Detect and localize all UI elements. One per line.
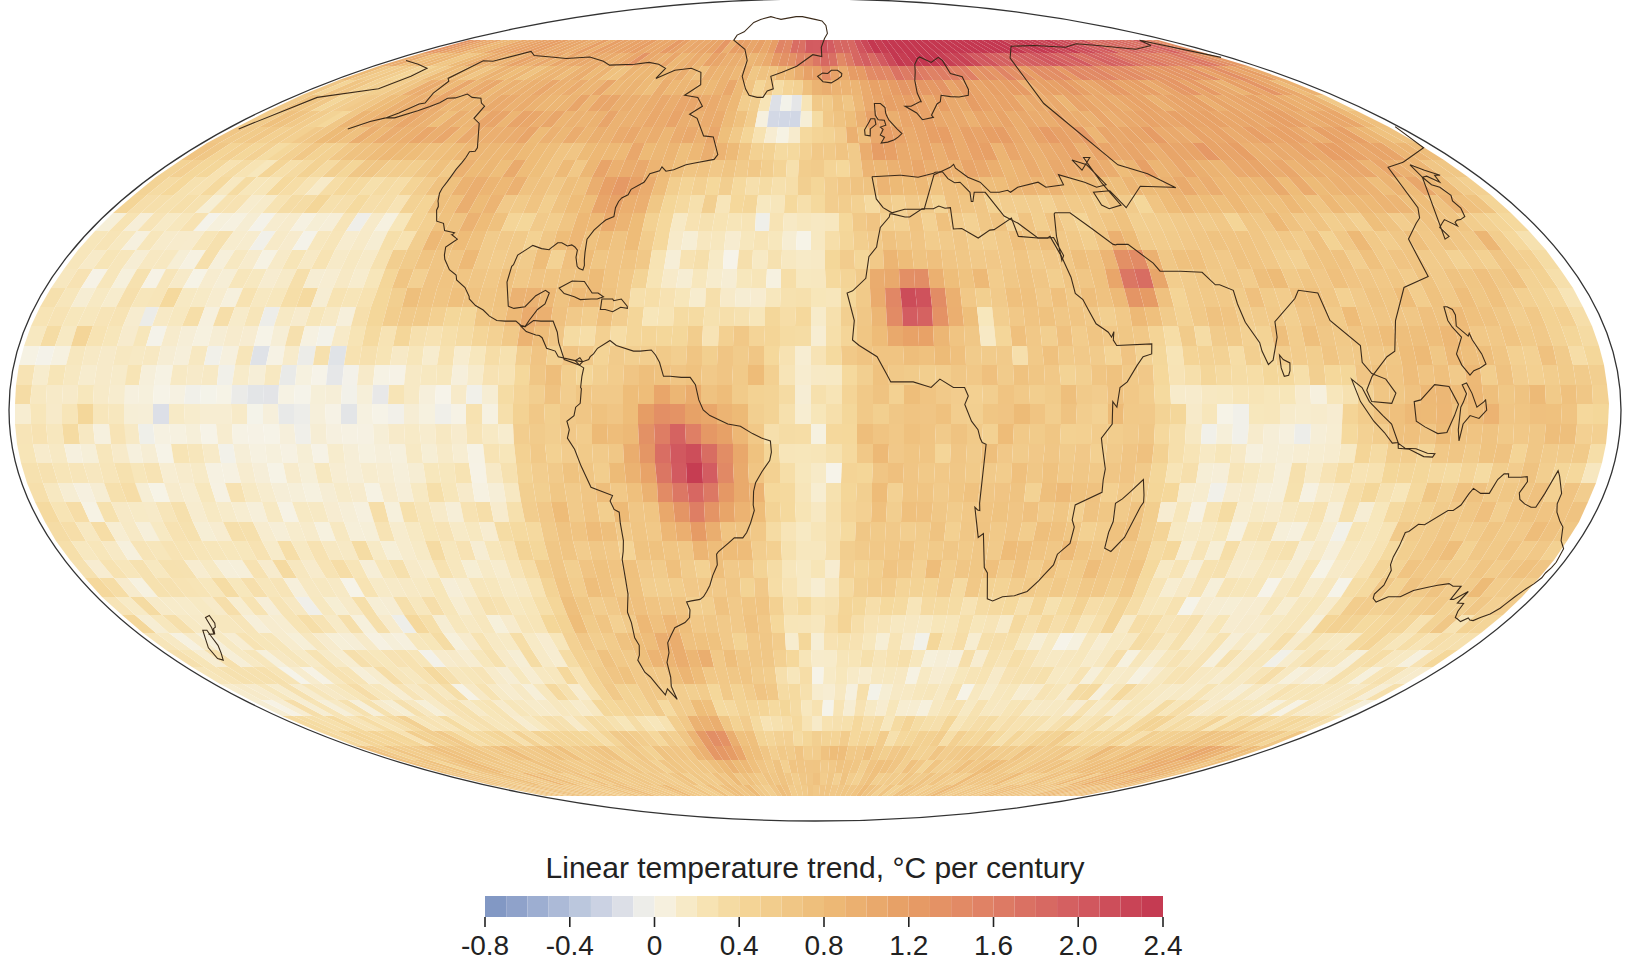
svg-text:-0.8: -0.8 <box>461 930 509 957</box>
svg-text:0: 0 <box>647 930 663 957</box>
svg-text:0.4: 0.4 <box>720 930 759 957</box>
svg-text:-0.4: -0.4 <box>546 930 594 957</box>
svg-text:2.0: 2.0 <box>1059 930 1098 957</box>
svg-text:0.8: 0.8 <box>805 930 844 957</box>
svg-text:2.4: 2.4 <box>1144 930 1183 957</box>
svg-text:1.2: 1.2 <box>889 930 928 957</box>
svg-text:1.6: 1.6 <box>974 930 1013 957</box>
svg-text:Linear temperature trend, °C p: Linear temperature trend, °C per century <box>546 851 1085 884</box>
